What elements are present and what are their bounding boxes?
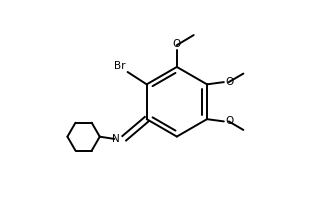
- Text: O: O: [225, 77, 233, 87]
- Text: N: N: [112, 134, 119, 144]
- Text: O: O: [173, 39, 181, 49]
- Text: O: O: [225, 116, 233, 126]
- Text: Br: Br: [114, 61, 126, 71]
